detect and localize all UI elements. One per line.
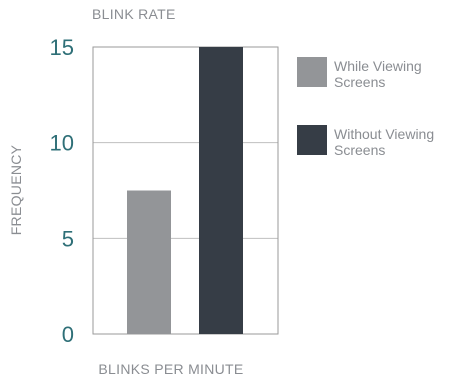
legend-label-while-viewing-screens: While Viewing Screens [334, 58, 422, 90]
y-tick-labels: 0 5 10 15 [50, 35, 74, 347]
bar-while-viewing-screens [127, 190, 171, 334]
legend-swatch-without-viewing-screens [297, 125, 327, 155]
x-axis-title: BLINKS PER MINUTE [98, 361, 243, 377]
y-tick-label-10: 10 [50, 131, 74, 156]
y-axis-title: FREQUENCY [8, 144, 24, 235]
y-tick-label-0: 0 [62, 322, 74, 347]
legend: While Viewing Screens Without Viewing Scree… [297, 57, 434, 158]
plot-frame [92, 46, 279, 335]
y-tick-label-5: 5 [62, 226, 74, 251]
chart-title: BLINK RATE [92, 6, 176, 22]
legend-swatch-while-viewing-screens [297, 57, 327, 87]
y-tick-label-15: 15 [50, 35, 74, 60]
legend-label-without-viewing-screens: Without Viewing Screens [334, 126, 434, 158]
gridlines [93, 142, 278, 239]
bar-without-viewing-screens [199, 47, 243, 334]
bars [127, 47, 243, 334]
plot-border [92, 46, 279, 335]
